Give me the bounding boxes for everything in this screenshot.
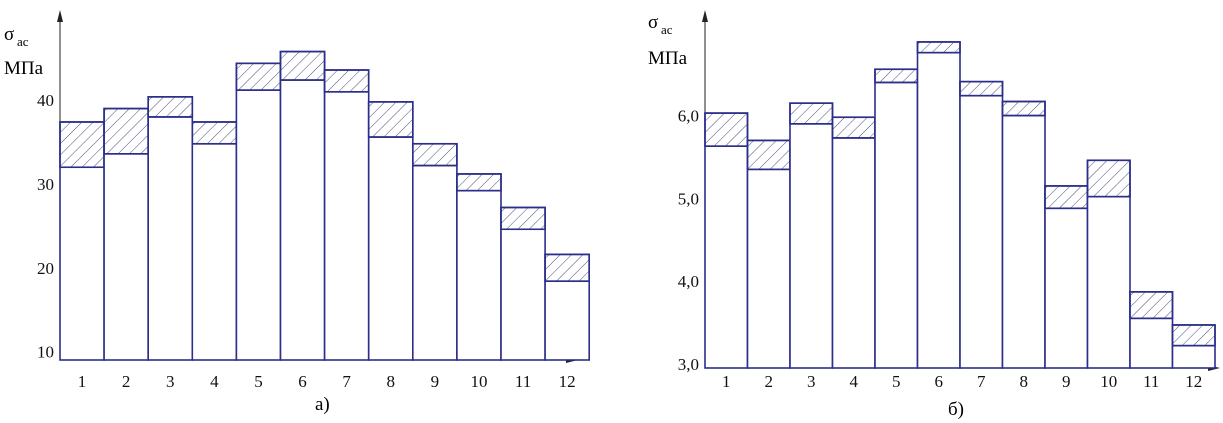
chart-b-x-tick-label: 2 bbox=[765, 372, 774, 391]
chart-a-y-tick-label: 30 bbox=[37, 175, 54, 194]
chart-b-bar-range bbox=[1129, 291, 1174, 320]
chart-a-yunit: МПа bbox=[4, 58, 44, 79]
chart-a-bar-range bbox=[59, 121, 105, 169]
chart-a-y-tick-label: 10 bbox=[37, 343, 54, 362]
chart-b-x-tick-label: 10 bbox=[1100, 372, 1117, 391]
chart-a-ylabel-sub: ас bbox=[17, 34, 29, 49]
chart-a-bar-range bbox=[367, 101, 414, 138]
chart-b-bar bbox=[746, 139, 791, 369]
chart-a-bar-range bbox=[323, 69, 370, 93]
chart-a-bar-range bbox=[279, 50, 326, 81]
chart-b-bar-range bbox=[1001, 100, 1046, 117]
chart-b: σ ас МПа б) 1 2 3 4 5 6 7 8 9 10 11 12 3,04,05,06,0 bbox=[648, 10, 1220, 420]
chart-b-bar bbox=[916, 41, 961, 369]
chart-a-y-arrow bbox=[57, 10, 63, 22]
chart-a-y-tick-label: 20 bbox=[37, 259, 54, 278]
chart-a-x-tick-label: 11 bbox=[515, 372, 531, 391]
chart-b-bar-range bbox=[1086, 159, 1131, 198]
chart-b-x-tick-label: 8 bbox=[1020, 372, 1029, 391]
chart-b-x-tick-label: 6 bbox=[935, 372, 944, 391]
chart-a-bar bbox=[323, 69, 370, 361]
chart-b-bar-range bbox=[916, 41, 961, 54]
chart-b-x-tick-label: 11 bbox=[1143, 372, 1159, 391]
chart-a-x-tick-label: 5 bbox=[254, 372, 263, 391]
chart-a-x-tick-label: 10 bbox=[470, 372, 487, 391]
chart-a-bar bbox=[411, 142, 458, 361]
chart-b-ylabel-sub: ас bbox=[661, 22, 673, 37]
chart-b-bar-range bbox=[1171, 324, 1216, 347]
chart-b-y-tick-label: 6,0 bbox=[678, 107, 699, 126]
chart-b-bar bbox=[874, 68, 919, 369]
chart-b-bar-range bbox=[789, 102, 834, 125]
chart-a-bar bbox=[147, 96, 194, 361]
chart-b-x-tick-label: 1 bbox=[722, 372, 731, 391]
chart-b-bar-range bbox=[874, 68, 919, 84]
chart-a-x-tick-label: 8 bbox=[387, 372, 396, 391]
chart-a-x-tick-label: 3 bbox=[166, 372, 175, 391]
chart-a-bar-range bbox=[235, 62, 282, 91]
chart-a-x-tick-label: 9 bbox=[431, 372, 440, 391]
chart-b-bar bbox=[789, 102, 834, 369]
chart-b-x-tick-label: 4 bbox=[850, 372, 859, 391]
chart-a-bar bbox=[500, 206, 546, 361]
chart-b-y-arrow bbox=[702, 10, 708, 22]
chart-b-bar bbox=[1001, 100, 1046, 369]
chart-a-bar-range bbox=[500, 206, 546, 231]
chart-a-x-tick-label: 12 bbox=[559, 372, 576, 391]
chart-b-x-tick-label: 9 bbox=[1062, 372, 1071, 391]
chart-b-bar bbox=[704, 112, 749, 369]
chart-a-bar-range bbox=[456, 173, 502, 192]
chart-a-x-tick-label: 2 bbox=[122, 372, 131, 391]
chart-a-bar-range bbox=[103, 107, 149, 155]
chart-b-y-tick-label: 4,0 bbox=[678, 272, 699, 291]
chart-b-caption: б) bbox=[948, 399, 964, 420]
chart-b-y-tick-label: 5,0 bbox=[678, 189, 699, 208]
chart-a-x-tick-label: 6 bbox=[298, 372, 307, 391]
chart-b-y-tick-label: 3,0 bbox=[678, 355, 699, 374]
chart-a-bar bbox=[367, 101, 414, 361]
chart-b-yunit: МПа bbox=[648, 48, 688, 69]
chart-a-bar bbox=[456, 173, 502, 361]
chart-a-bar-range bbox=[191, 121, 238, 145]
chart-b-x-tick-label: 5 bbox=[892, 372, 901, 391]
chart-a-x-tick-label: 4 bbox=[210, 372, 219, 391]
chart-b-x-tick-label: 12 bbox=[1185, 372, 1202, 391]
chart-b-bar-range bbox=[831, 116, 876, 139]
chart-a-bar bbox=[279, 50, 326, 361]
chart-a-bar-range bbox=[411, 142, 458, 167]
chart-b-bar-range bbox=[959, 80, 1004, 97]
chart-a-bar-range bbox=[544, 253, 590, 283]
chart-b-x-tick-label: 7 bbox=[977, 372, 986, 391]
chart-a-caption: а) bbox=[315, 394, 330, 415]
chart-a-ylabel-symbol: σ bbox=[4, 24, 14, 45]
chart-b-ylabel-symbol: σ bbox=[648, 12, 658, 33]
chart-b-bar-range bbox=[704, 112, 749, 148]
chart-b-bar-range bbox=[1044, 185, 1089, 210]
chart-a-x-tick-label: 1 bbox=[78, 372, 87, 391]
chart-b-bar bbox=[831, 116, 876, 369]
chart-b-bar bbox=[959, 80, 1004, 369]
chart-a-y-tick-label: 40 bbox=[37, 91, 54, 110]
chart-a-bar bbox=[191, 121, 238, 361]
chart-b-x-tick-label: 3 bbox=[807, 372, 816, 391]
chart-a-bar-range bbox=[147, 96, 194, 118]
chart-b-bar-range bbox=[746, 139, 791, 171]
chart-b-bar bbox=[1044, 185, 1089, 369]
chart-a-x-tick-label: 7 bbox=[342, 372, 351, 391]
chart-a-bar bbox=[235, 62, 282, 361]
